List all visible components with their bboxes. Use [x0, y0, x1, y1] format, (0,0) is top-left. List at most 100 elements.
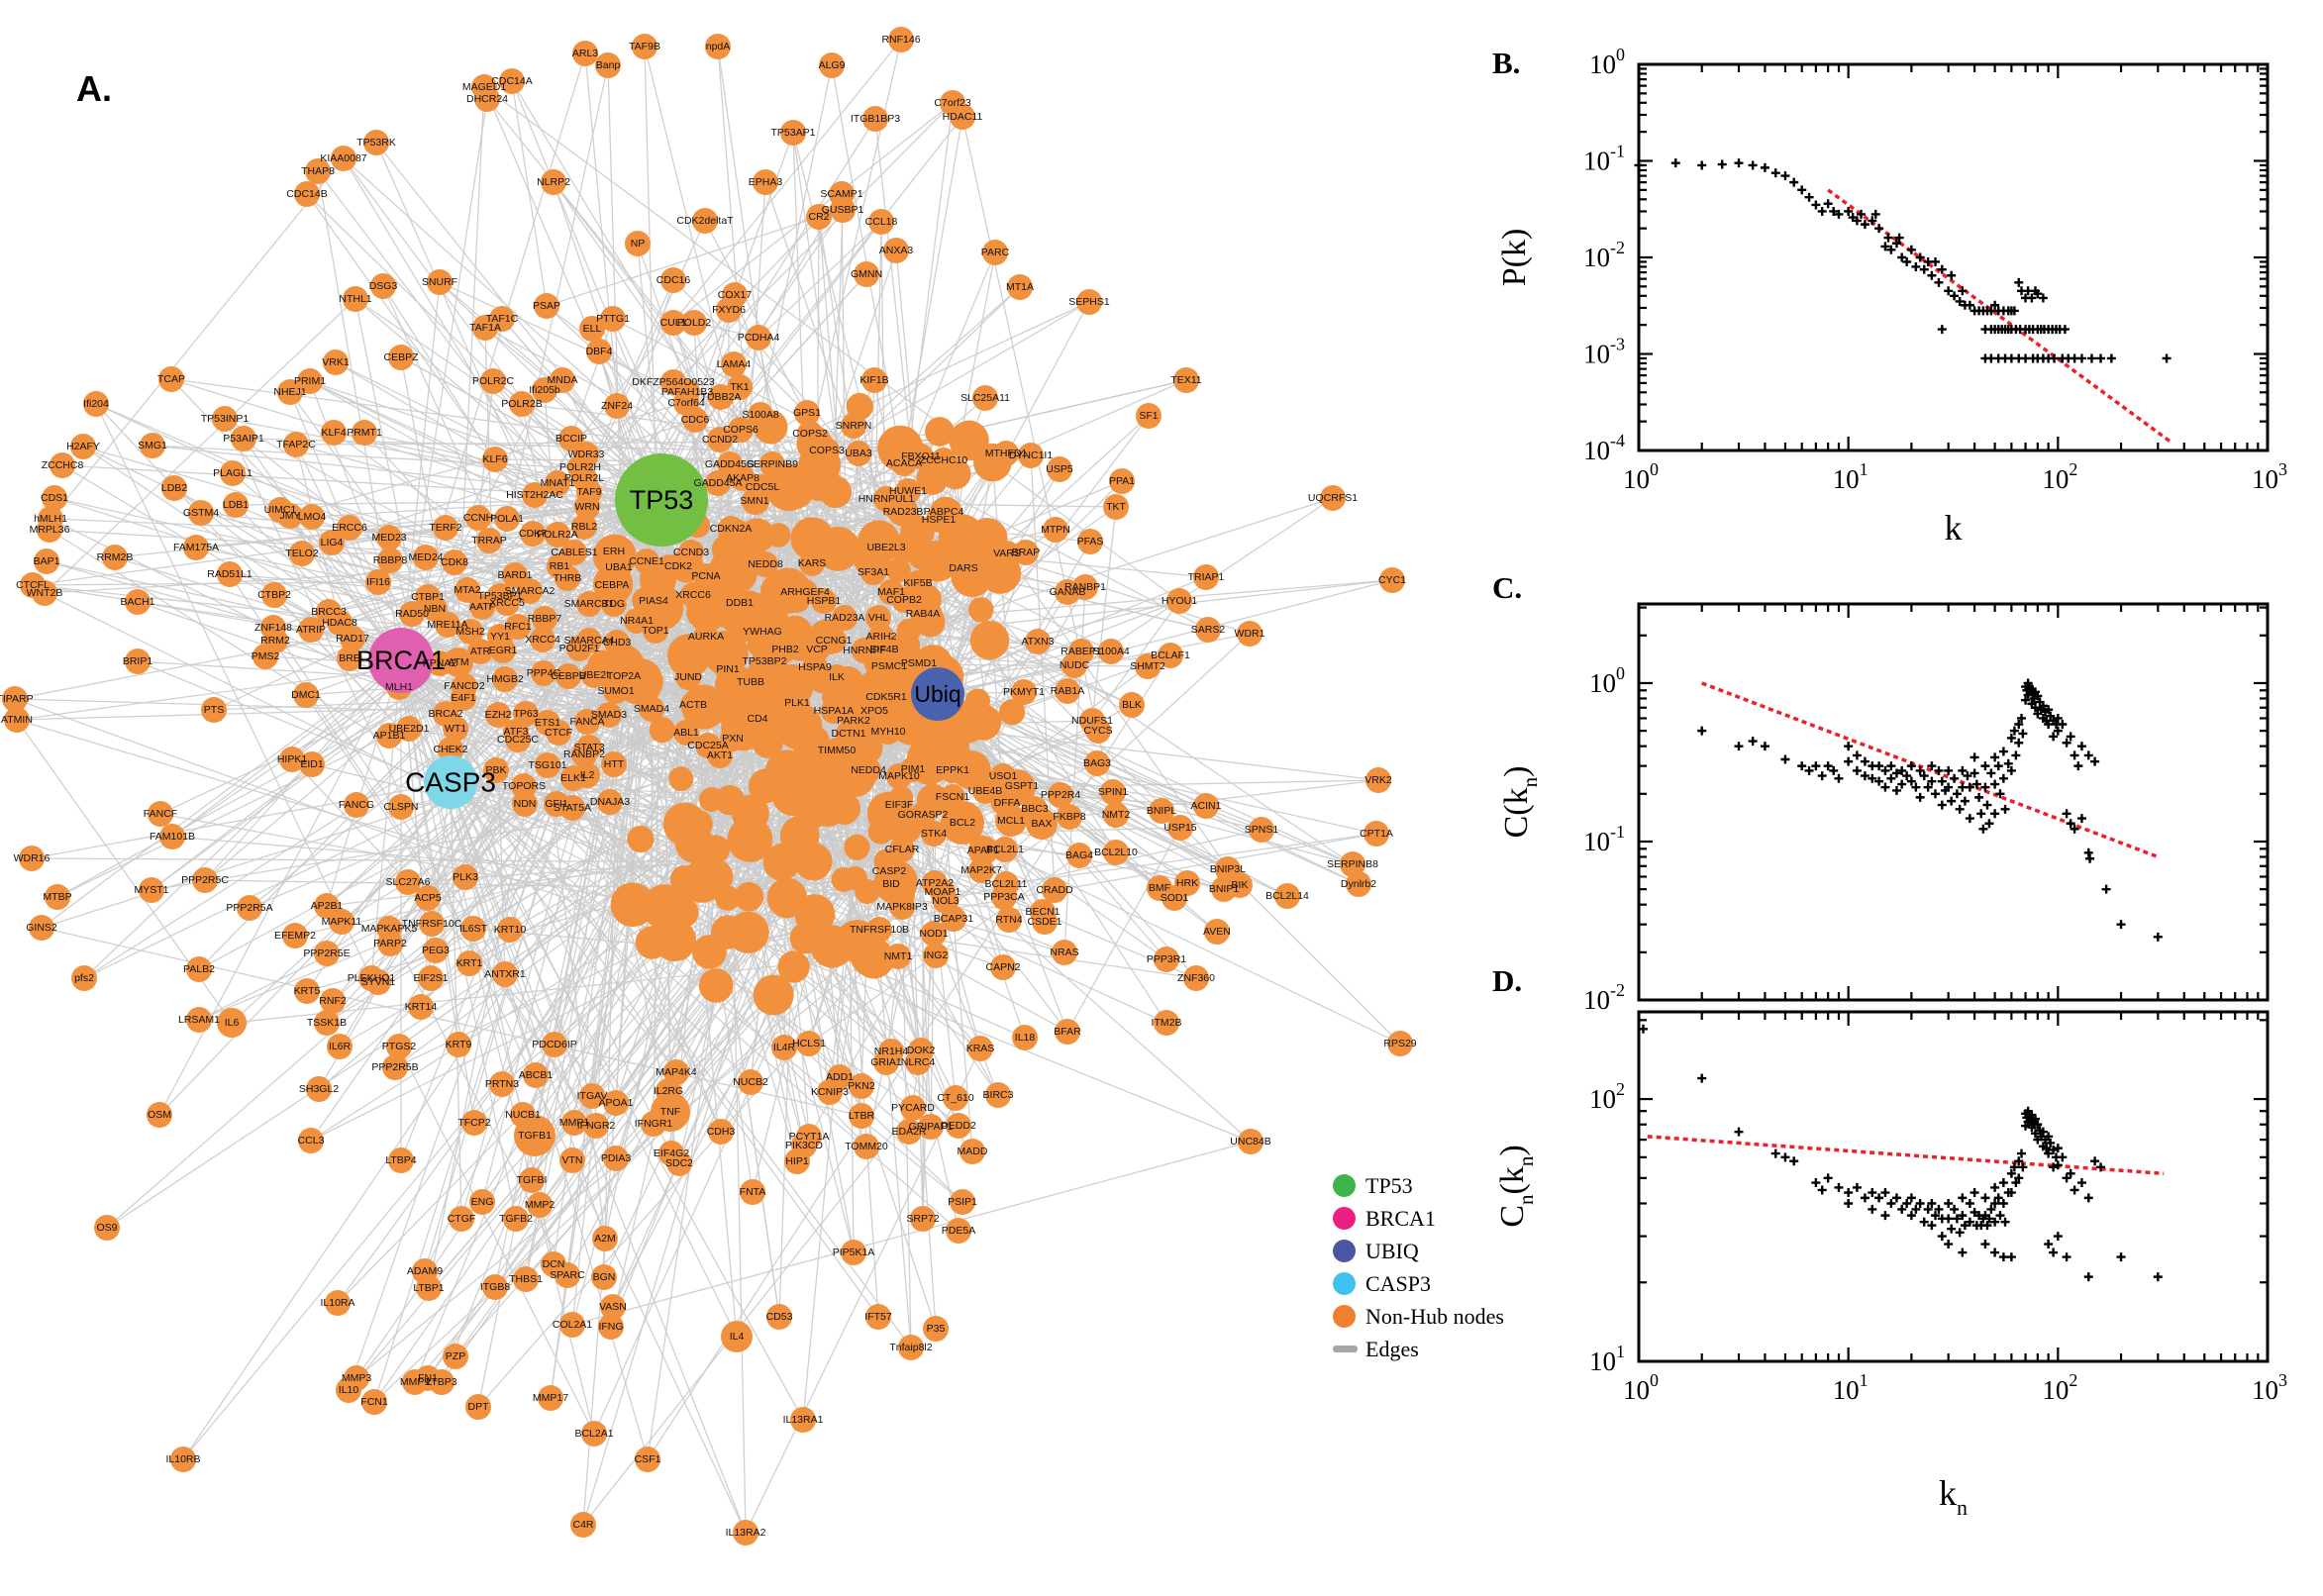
tick-label: 103 — [2252, 1370, 2287, 1405]
node-label: IL13RA2 — [726, 1527, 766, 1539]
node-label: RAD50 — [395, 608, 429, 620]
node-label: PPP2R5B — [371, 1061, 418, 1073]
network-node — [423, 938, 449, 963]
node-label: ATP2A2 — [916, 877, 954, 889]
node-label: HIPK1 — [277, 753, 308, 765]
node-label: COPB2 — [886, 594, 922, 606]
node-label: NR4A1 — [620, 615, 654, 627]
network-node — [217, 1008, 247, 1038]
network-node — [1387, 1031, 1413, 1056]
node-label: TUBB2A — [701, 391, 742, 403]
node-label: PRIM1 — [294, 375, 326, 387]
tick-label: 100 — [1589, 663, 1625, 698]
node-label: BECN1 — [1025, 906, 1060, 918]
network-node — [336, 1377, 361, 1403]
node-label: RTN4 — [995, 914, 1022, 926]
node-label: CSF1 — [635, 1453, 661, 1465]
network-node — [759, 451, 785, 477]
network-node — [325, 1290, 351, 1316]
node-label: TK1 — [730, 381, 749, 393]
node-label: TIMM50 — [818, 745, 857, 756]
node-label: KCNIP3 — [811, 1086, 849, 1098]
node-label: MTPN — [1041, 524, 1070, 536]
network-node — [490, 638, 516, 663]
node-label: GRIPAP1 — [909, 1121, 954, 1133]
node-label: TELO2 — [285, 548, 318, 559]
node-label: TGFBI — [517, 1174, 548, 1186]
network-node — [968, 597, 994, 623]
network-node — [571, 514, 597, 540]
network-node — [279, 747, 305, 772]
tick-label: 102 — [1589, 1079, 1625, 1114]
node-label: Ifi205b — [529, 384, 560, 396]
network-node — [692, 208, 718, 234]
node-label: BLK — [1122, 699, 1142, 711]
network-node — [1077, 529, 1103, 554]
network-node — [1007, 274, 1033, 300]
node-label: GPS1 — [793, 407, 821, 419]
tick-label: 10-4 — [1583, 431, 1625, 465]
network-node — [1085, 718, 1111, 744]
node-label: EPHA3 — [749, 176, 783, 188]
network-node — [830, 197, 856, 223]
network-node — [1061, 652, 1087, 678]
node-label: Dynlrb2 — [1341, 878, 1376, 890]
network-node — [306, 1076, 332, 1102]
node-label: FXYD6 — [712, 304, 746, 316]
network-node — [1237, 621, 1262, 647]
network-node — [734, 881, 764, 912]
network-node — [556, 663, 581, 689]
node-label: IL6R — [329, 1041, 352, 1052]
network-node — [252, 644, 278, 669]
node-label: DBF4 — [586, 346, 613, 357]
network-node — [850, 937, 890, 976]
node-label: GADD45G — [705, 458, 755, 470]
node-label: CDC25C — [497, 734, 539, 746]
node-label: IL10 — [339, 1384, 359, 1396]
node-label: EIF2S1 — [413, 972, 448, 984]
network-node — [170, 1446, 196, 1472]
node-label: ATXN3 — [1021, 636, 1054, 648]
network-node — [267, 497, 293, 523]
network-node — [730, 465, 756, 491]
network-node — [408, 994, 434, 1020]
node-label: PDE5A — [942, 1225, 975, 1237]
node-label: XPO5 — [860, 705, 888, 717]
node-label: UQCRFS1 — [1308, 492, 1358, 504]
network-node — [873, 535, 899, 560]
node-label: NMT2 — [1102, 809, 1131, 821]
node-label: NEDD4 — [851, 764, 886, 776]
node-label: MMP3 — [342, 1372, 371, 1384]
node-label: LTBR — [849, 1110, 874, 1122]
tick-label: 101 — [1589, 1342, 1625, 1376]
network-node — [576, 591, 602, 617]
network-node — [492, 961, 518, 987]
network-node — [596, 702, 622, 728]
node-label: KARS — [798, 557, 827, 569]
node-label: TP53INP1 — [201, 413, 250, 425]
node-label: TEX11 — [1170, 374, 1201, 386]
tick-label: 10-2 — [1583, 980, 1625, 1015]
network-node — [530, 627, 556, 652]
node-label: E4F1 — [451, 692, 475, 704]
node-label: IL10RA — [320, 1297, 354, 1309]
network-node — [70, 434, 96, 459]
network-node — [682, 407, 708, 433]
node-label: LTBP3 — [426, 1376, 456, 1388]
network-node — [102, 545, 128, 570]
network-node — [814, 438, 840, 463]
node-label: KRT5 — [294, 985, 321, 997]
node-label: ABCB1 — [519, 1069, 554, 1081]
network-node — [740, 1179, 765, 1205]
node-label: SLC25A11 — [960, 392, 1010, 404]
node-label: CYC1 — [1378, 574, 1406, 586]
network-node — [1162, 885, 1187, 911]
node-label: ACACA — [886, 457, 922, 469]
node-label: BRE — [339, 652, 360, 664]
node-label: DNAJA3 — [590, 796, 630, 808]
node-label: BCAP31 — [934, 913, 973, 925]
network-node — [1193, 793, 1219, 819]
node-label: SERPINB9 — [747, 458, 798, 470]
network-node — [343, 286, 368, 312]
node-label: PALB2 — [183, 963, 215, 975]
